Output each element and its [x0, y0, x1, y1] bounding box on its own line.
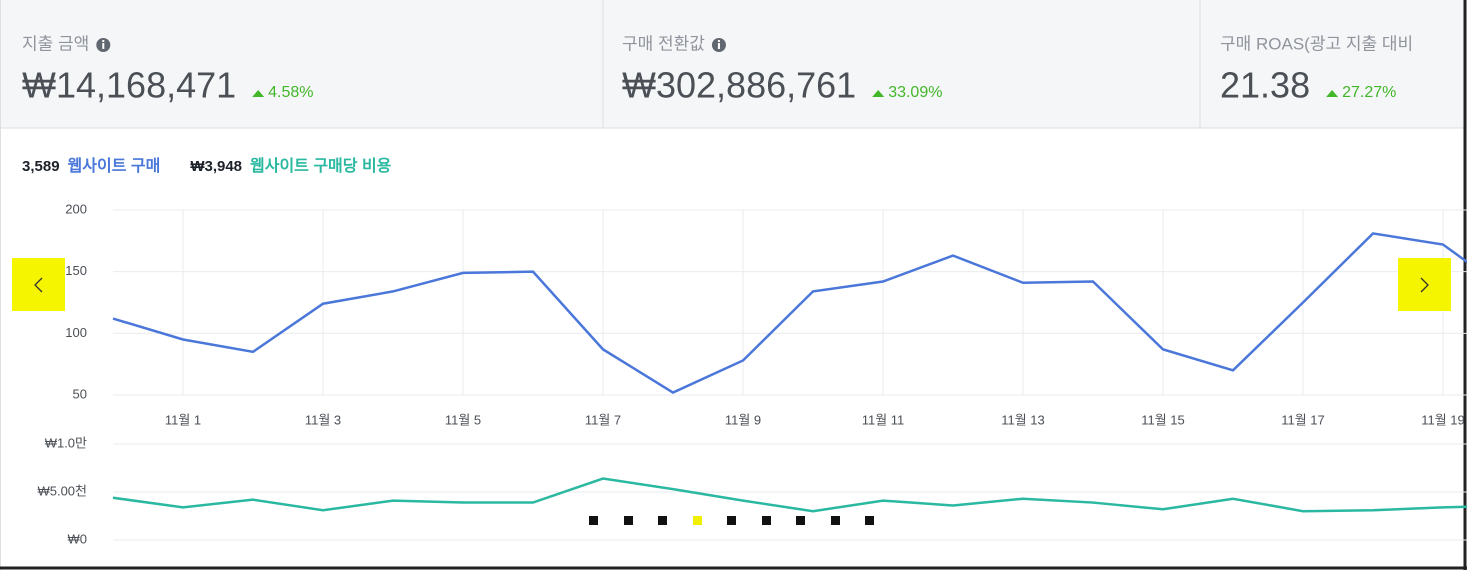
- dot[interactable]: [658, 516, 667, 525]
- metric-value: ₩302,886,761: [622, 65, 856, 106]
- x-tick-label: 11월 17: [1281, 412, 1325, 427]
- x-tick-label: 11월 15: [1141, 412, 1185, 427]
- dot[interactable]: [796, 516, 805, 525]
- x-tick-label: 11월 13: [1001, 412, 1045, 427]
- y-tick-label: 100: [65, 325, 87, 340]
- x-tick-label: 11월 3: [305, 412, 341, 427]
- series-line: [112, 477, 1467, 513]
- legend-value: ₩3,948: [190, 158, 242, 175]
- metric-strip: [0, 0, 1467, 128]
- x-tick-label: 11월 1: [165, 412, 201, 427]
- y-tick-label: 200: [65, 201, 87, 216]
- y-tick-label: ₩5.00천: [37, 483, 87, 498]
- x-tick-label: 11월 11: [862, 412, 905, 427]
- series-line: [112, 232, 1467, 394]
- metric-label: 구매 ROAS(광고 지출 대비: [1220, 34, 1413, 53]
- x-tick-label: 11월 7: [585, 412, 621, 427]
- info-icon-dot: [102, 40, 105, 42]
- y-tick-label: ₩0: [68, 531, 88, 546]
- metric-change: 4.58%: [268, 84, 313, 101]
- up-arrow: [252, 90, 265, 97]
- metric-label: 지출 금액: [22, 34, 89, 53]
- metric-value: ₩14,168,471: [22, 65, 236, 106]
- metric-value: 21.38: [1220, 65, 1310, 106]
- next-button-bg[interactable]: [1398, 258, 1451, 311]
- metric-change: 27.27%: [1342, 84, 1396, 101]
- dot[interactable]: [727, 516, 736, 525]
- y-tick-label: 150: [65, 263, 87, 278]
- info-icon-i: [717, 43, 720, 49]
- metric-label: 구매 전환값: [622, 34, 705, 53]
- y-tick-label: ₩1.0만: [45, 435, 87, 450]
- legend-name: 웹사이트 구매당 비용: [250, 157, 392, 175]
- info-icon-dot: [717, 40, 720, 42]
- chevron-right: [1420, 277, 1429, 293]
- dot-active[interactable]: [693, 516, 702, 525]
- prev-button[interactable]: [12, 258, 65, 311]
- x-tick-label: 11월 19: [1421, 412, 1465, 427]
- dot[interactable]: [624, 516, 633, 525]
- dot[interactable]: [762, 516, 771, 525]
- y-tick-label: 50: [73, 386, 87, 401]
- plot: 50 100 150 200 11월 1 11월 3 11월 5 11월 7 11월 9 11월 …: [37, 201, 1467, 546]
- legend-value: 3,589: [22, 158, 60, 175]
- up-arrow: [872, 90, 885, 97]
- x-tick-label: 11월 5: [445, 412, 481, 427]
- carousel-dots: [589, 516, 874, 525]
- prev-button-bg[interactable]: [12, 258, 65, 311]
- metric-change: 33.09%: [888, 84, 942, 101]
- dot[interactable]: [589, 516, 598, 525]
- x-tick-label: 11월 9: [725, 412, 761, 427]
- chevron-left: [34, 277, 43, 293]
- next-button[interactable]: [1398, 258, 1451, 311]
- dot[interactable]: [831, 516, 840, 525]
- up-arrow: [1326, 90, 1339, 97]
- legend-name: 웹사이트 구매: [68, 157, 161, 175]
- dot[interactable]: [865, 516, 874, 525]
- info-icon-i: [102, 43, 105, 49]
